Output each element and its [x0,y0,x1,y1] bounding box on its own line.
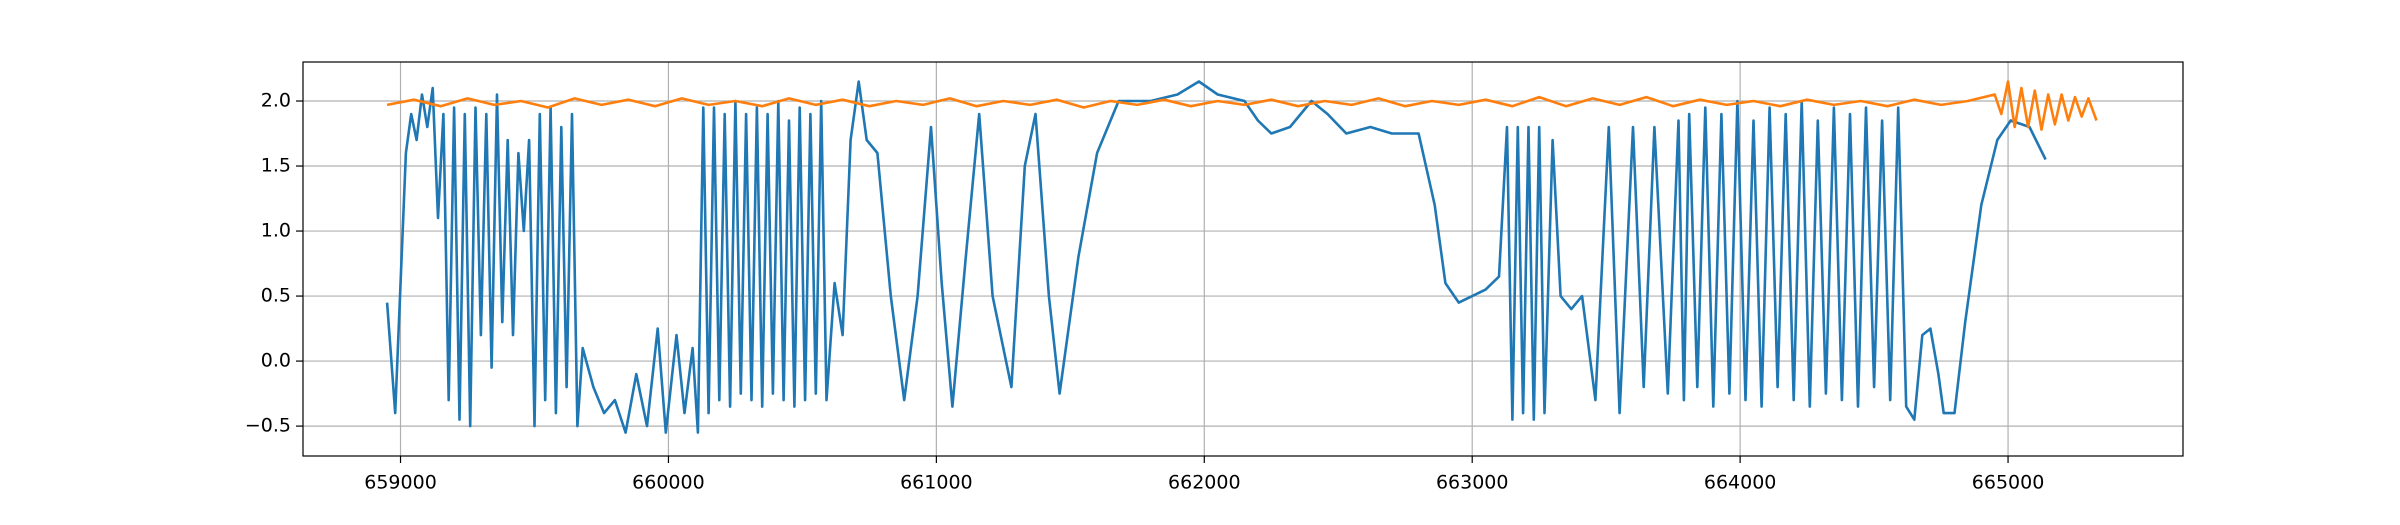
y-tick-label: 1.0 [261,220,291,242]
y-tick-label: −0.5 [245,415,291,437]
y-tick-label: 1.5 [261,155,291,177]
plot-frame [302,61,2184,457]
y-tick-label: 0.5 [261,285,291,307]
y-tick-label: 0.0 [261,350,291,372]
x-tick-label: 659000 [364,472,437,494]
data-line [386,80,2098,131]
y-tick-label: 2.0 [261,90,291,112]
data-line [385,80,2047,434]
x-tick-label: 662000 [1168,472,1241,494]
x-tick-label: 661000 [900,472,973,494]
x-tick-label: 663000 [1436,472,1509,494]
x-tick-label: 664000 [1704,472,1777,494]
x-tick-label: 660000 [632,472,705,494]
x-tick-label: 665000 [1972,472,2045,494]
